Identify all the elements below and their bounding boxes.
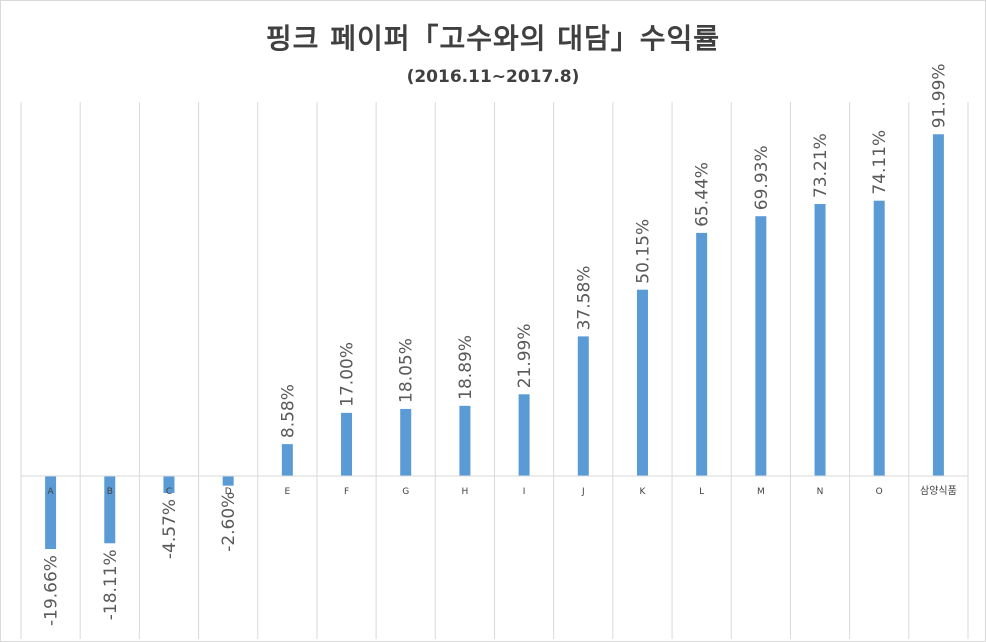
gridlines bbox=[20, 102, 969, 639]
data-label: 21.99% bbox=[515, 323, 535, 388]
category-label: J bbox=[581, 487, 585, 497]
bar-B bbox=[104, 476, 116, 544]
data-label: 18.89% bbox=[456, 335, 476, 400]
category-label: 삼양식품 bbox=[920, 485, 957, 497]
bars bbox=[45, 134, 944, 550]
bar-I bbox=[518, 394, 530, 476]
data-label: 65.44% bbox=[693, 162, 713, 227]
category-label: C bbox=[166, 487, 172, 497]
category-label: N bbox=[817, 487, 824, 497]
category-tick-labels: A B C D E F G H I J K L M N O 삼양식품 bbox=[48, 485, 957, 497]
category-label: G bbox=[402, 487, 409, 497]
data-label: 69.93% bbox=[752, 145, 772, 210]
category-label: K bbox=[640, 487, 647, 497]
bar-O bbox=[873, 200, 885, 477]
category-label: D bbox=[225, 487, 232, 497]
bar-M bbox=[755, 216, 767, 476]
category-label: A bbox=[48, 487, 55, 497]
chart-subtitle: (2016.11~2017.8) bbox=[406, 67, 580, 87]
chart-title: 핑크 페이퍼「고수와의 대담」수익률 bbox=[265, 22, 721, 55]
category-label: O bbox=[876, 487, 883, 497]
data-label: -18.11% bbox=[101, 549, 121, 620]
data-label: 73.21% bbox=[811, 133, 831, 198]
category-label: I bbox=[523, 487, 526, 497]
data-label: -4.57% bbox=[160, 499, 180, 559]
category-label: F bbox=[344, 487, 349, 497]
bar-E bbox=[281, 444, 293, 476]
data-labels: -19.66% -18.11% -4.57% -2.60% 8.58% 17.00% 18.… bbox=[42, 63, 950, 626]
data-label: 50.15% bbox=[633, 219, 653, 284]
category-label: H bbox=[462, 487, 469, 497]
data-label: -19.66% bbox=[42, 555, 62, 626]
data-label: 18.05% bbox=[397, 338, 417, 403]
bar-G bbox=[400, 408, 412, 476]
category-label: M bbox=[757, 487, 765, 497]
category-label: L bbox=[699, 487, 704, 497]
bar-H bbox=[459, 405, 471, 476]
bar-L bbox=[696, 232, 708, 476]
bar-A bbox=[45, 476, 57, 550]
bar-D bbox=[222, 476, 234, 486]
bar-C bbox=[163, 476, 175, 493]
data-label: 8.58% bbox=[278, 384, 298, 438]
category-label: E bbox=[285, 487, 291, 497]
bar-K bbox=[636, 289, 648, 476]
data-label: 17.00% bbox=[338, 342, 358, 407]
bar-F bbox=[341, 412, 353, 476]
data-label: 74.11% bbox=[870, 130, 890, 195]
bar-N bbox=[814, 204, 826, 477]
data-label: 37.58% bbox=[574, 266, 594, 331]
data-label: 91.99% bbox=[929, 63, 949, 128]
data-label: -2.60% bbox=[219, 492, 239, 552]
bar-삼양식품 bbox=[932, 134, 944, 477]
bar-J bbox=[577, 336, 589, 476]
category-label: B bbox=[107, 487, 113, 497]
